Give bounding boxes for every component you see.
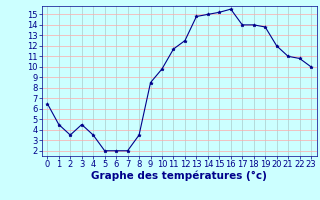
X-axis label: Graphe des températures (°c): Graphe des températures (°c) [91,171,267,181]
